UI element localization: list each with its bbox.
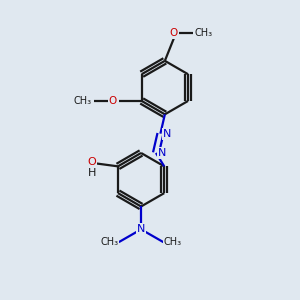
- Text: CH₃: CH₃: [100, 237, 118, 247]
- Text: N: N: [158, 148, 167, 158]
- Text: CH₃: CH₃: [194, 28, 213, 38]
- Text: N: N: [137, 224, 145, 234]
- Text: O: O: [109, 96, 117, 106]
- Text: O: O: [170, 28, 178, 38]
- Text: CH₃: CH₃: [164, 237, 182, 247]
- Text: CH₃: CH₃: [73, 96, 91, 106]
- Text: N: N: [163, 129, 171, 139]
- Text: H: H: [88, 168, 96, 178]
- Text: O: O: [88, 157, 96, 167]
